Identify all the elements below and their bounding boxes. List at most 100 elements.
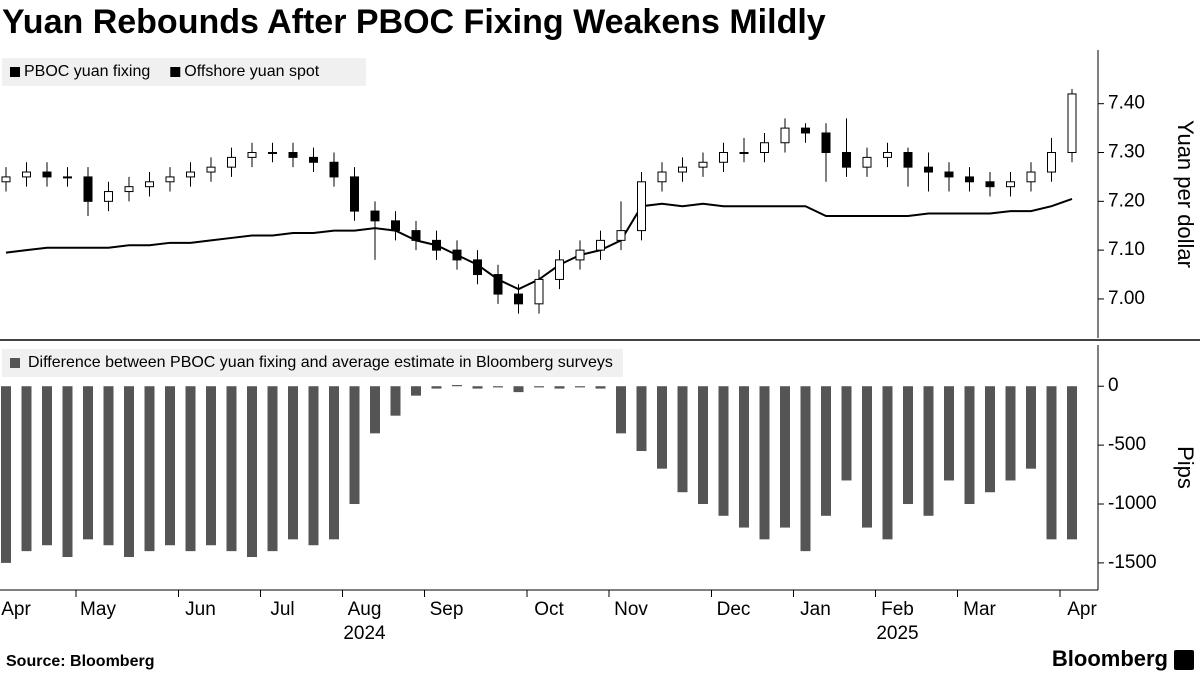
candle-body	[247, 152, 257, 158]
bar	[903, 386, 913, 505]
candle-body	[165, 176, 175, 183]
candle-body	[1, 176, 11, 183]
candle-body	[309, 156, 318, 163]
x-tick-label: Aug	[348, 599, 382, 620]
bar	[923, 386, 934, 516]
bar	[595, 386, 606, 389]
y-tick-label: 7.20	[1108, 190, 1145, 211]
candle-body	[698, 161, 708, 168]
candle-body	[637, 181, 646, 232]
bar	[62, 386, 73, 558]
candle-body	[616, 230, 626, 241]
legend-swatch	[170, 67, 181, 77]
bar	[1005, 386, 1016, 481]
bar	[144, 386, 155, 552]
bar	[83, 386, 93, 540]
bar	[247, 386, 257, 558]
x-tick-label: Nov	[614, 599, 648, 620]
bar	[267, 386, 278, 552]
candle-body	[555, 259, 564, 280]
candle-body	[42, 171, 52, 178]
candle-body	[227, 156, 236, 168]
candle-body	[678, 166, 687, 173]
x-tick-label: Jan	[800, 599, 831, 620]
bar	[370, 386, 380, 434]
bar	[124, 386, 134, 558]
candle-body	[104, 191, 113, 202]
bar	[308, 386, 319, 546]
bar	[288, 386, 298, 540]
bar	[698, 386, 708, 505]
bar	[718, 386, 729, 516]
candle-body	[657, 171, 667, 183]
candle-body	[391, 220, 400, 232]
legend-bg	[2, 58, 366, 86]
candle-body	[883, 152, 892, 158]
x-tick-label: Sep	[430, 599, 464, 620]
legend-swatch	[10, 67, 20, 77]
candle-body	[924, 166, 933, 173]
bar	[42, 386, 52, 546]
bar	[1067, 386, 1077, 540]
x-tick-label: Dec	[717, 599, 751, 620]
candle-body	[493, 274, 503, 295]
bar	[882, 386, 893, 540]
candle-body	[22, 171, 31, 178]
bar	[1, 386, 11, 563]
bar	[862, 386, 872, 528]
bar	[534, 386, 544, 388]
candle-body	[370, 210, 380, 222]
x-group-label: 2025	[876, 623, 918, 644]
x-tick-label: Apr	[1, 599, 31, 620]
candle-body	[985, 181, 995, 188]
bar	[780, 386, 790, 528]
y-tick-label: 7.00	[1108, 288, 1145, 309]
candle-body	[739, 152, 749, 155]
candle-body	[288, 152, 298, 158]
bar	[411, 386, 421, 396]
candle-body	[534, 278, 544, 305]
y-tick-label: 0	[1108, 375, 1119, 396]
y-axis-label: Pips	[1173, 446, 1198, 489]
bar	[677, 386, 688, 493]
bar	[944, 386, 954, 481]
candle-body	[821, 132, 831, 154]
candle-body	[719, 152, 728, 163]
candle-body	[1047, 152, 1056, 173]
bar	[800, 386, 811, 552]
bar	[103, 386, 114, 546]
x-tick-label: May	[80, 599, 116, 620]
bar	[472, 386, 483, 389]
bar	[349, 386, 360, 505]
candle-body	[329, 161, 339, 178]
candle-body	[801, 127, 810, 134]
y-tick-label: 7.10	[1108, 239, 1145, 260]
candle-body	[842, 152, 851, 168]
bar	[206, 386, 216, 546]
y-axis-label: Yuan per dollar	[1173, 120, 1198, 268]
y-tick-label: -1500	[1108, 552, 1157, 573]
candle-body	[1006, 181, 1015, 188]
x-tick-label: Mar	[963, 599, 996, 620]
y-tick-label: -500	[1108, 434, 1146, 455]
x-tick-label: Oct	[534, 599, 564, 620]
candle-body	[186, 171, 195, 178]
legend-label: Offshore yuan spot	[184, 63, 319, 80]
candle-body	[206, 166, 216, 173]
bar	[165, 386, 175, 546]
bar	[554, 386, 565, 389]
brand: Bloomberg	[1052, 646, 1168, 671]
candle-body	[268, 152, 277, 155]
candle-body	[1067, 93, 1077, 154]
x-tick-label: Jul	[270, 599, 294, 620]
candle-body	[862, 156, 872, 168]
x-tick-label: Apr	[1067, 599, 1097, 620]
bar	[452, 385, 462, 387]
candle-body	[903, 152, 913, 168]
bar	[226, 386, 237, 552]
y-tick-label: -1000	[1108, 493, 1157, 514]
candle-body	[145, 181, 154, 188]
candle-body	[432, 239, 441, 251]
bar	[431, 386, 442, 389]
candle-body	[63, 176, 72, 179]
